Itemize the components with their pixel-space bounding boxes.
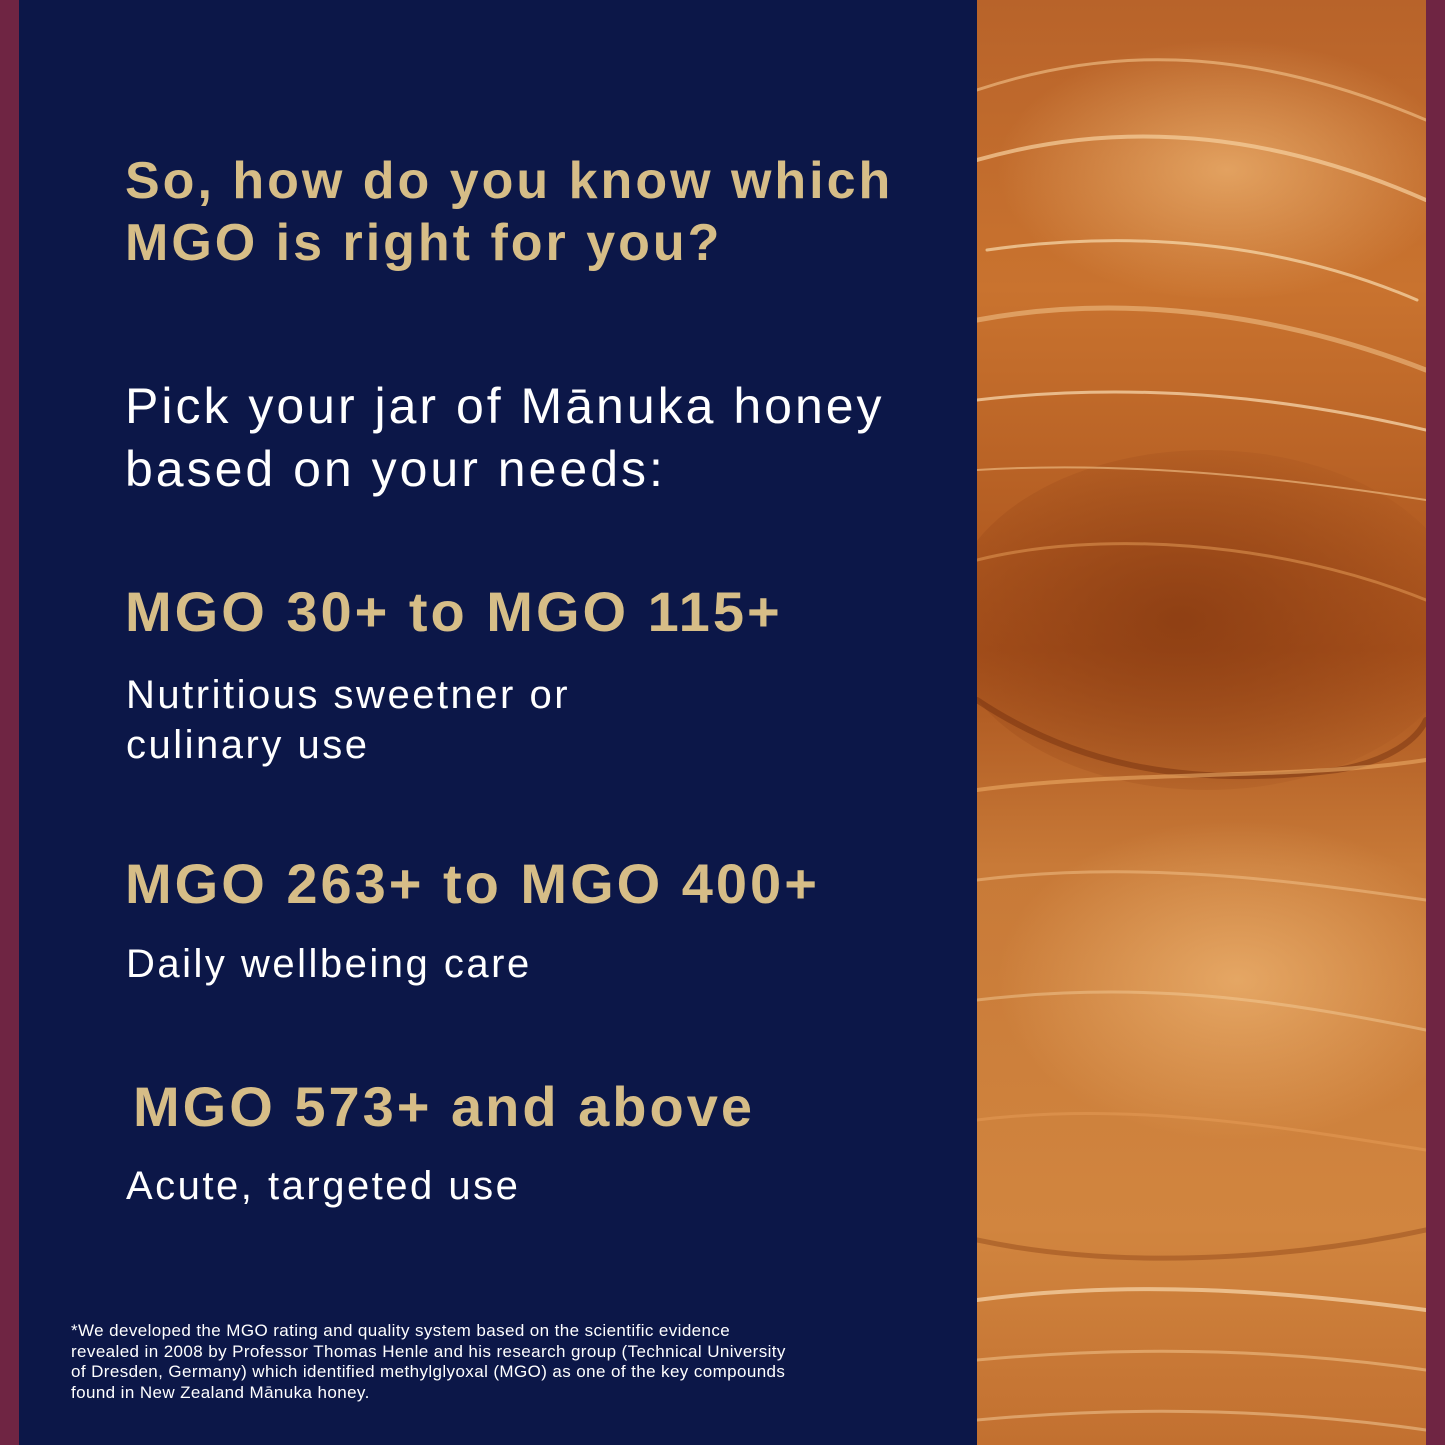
range-2-description: Daily wellbeing care bbox=[126, 942, 532, 986]
honey-swirl-illustration bbox=[977, 0, 1426, 1445]
range-1-title: MGO 30+ to MGO 115+ bbox=[125, 580, 783, 643]
left-frame-border bbox=[0, 0, 19, 1445]
range-3-description: Acute, targeted use bbox=[126, 1164, 521, 1208]
headline-question: So, how do you know which MGO is right f… bbox=[125, 152, 894, 272]
info-panel: So, how do you know which MGO is right f… bbox=[19, 0, 977, 1445]
intro-text: Pick your jar of Mānuka honey based on y… bbox=[125, 378, 885, 497]
footnote: *We developed the MGO rating and quality… bbox=[71, 1321, 786, 1402]
range-3-title: MGO 573+ and above bbox=[133, 1075, 755, 1138]
honey-photo bbox=[977, 0, 1426, 1445]
right-frame-border bbox=[1426, 0, 1445, 1445]
range-1-description: Nutritious sweetner or culinary use bbox=[126, 673, 571, 767]
range-2-title: MGO 263+ to MGO 400+ bbox=[125, 852, 820, 915]
